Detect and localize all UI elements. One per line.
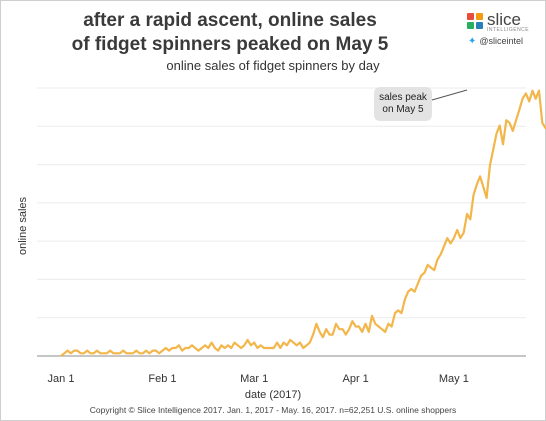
x-tick-label: Apr 1 [342, 373, 369, 385]
twitter-icon: ✦ [468, 36, 477, 47]
copyright-footer: Copyright © Slice Intelligence 2017. Jan… [89, 405, 457, 415]
slice-logo-icon [467, 13, 483, 29]
x-tick-label: Feb 1 [148, 373, 177, 385]
chart-title: online sales of fidget spinners by day [166, 58, 380, 73]
twitter-handle-text: @sliceintel [479, 36, 524, 46]
brand-tagline: INTELLIGENCE [487, 27, 530, 33]
headline-line-1: after a rapid ascent, online sales [83, 10, 377, 31]
x-tick-label: Jan 1 [47, 373, 75, 385]
x-tick-label: May 1 [438, 373, 469, 385]
brand-name: slice [487, 10, 522, 29]
sales-series-line [60, 89, 546, 357]
x-axis-label: date (2017) [244, 389, 302, 401]
peak-annotation: sales peak on May 5 [374, 87, 432, 121]
annotation-pointer [431, 89, 468, 101]
brand-logo: slice INTELLIGENCE [466, 10, 536, 33]
headline-line-2: of fidget spinners peaked on May 5 [71, 34, 389, 55]
twitter-handle: ✦ @sliceintel [468, 36, 523, 47]
x-tick-label: Mar 1 [240, 373, 269, 385]
